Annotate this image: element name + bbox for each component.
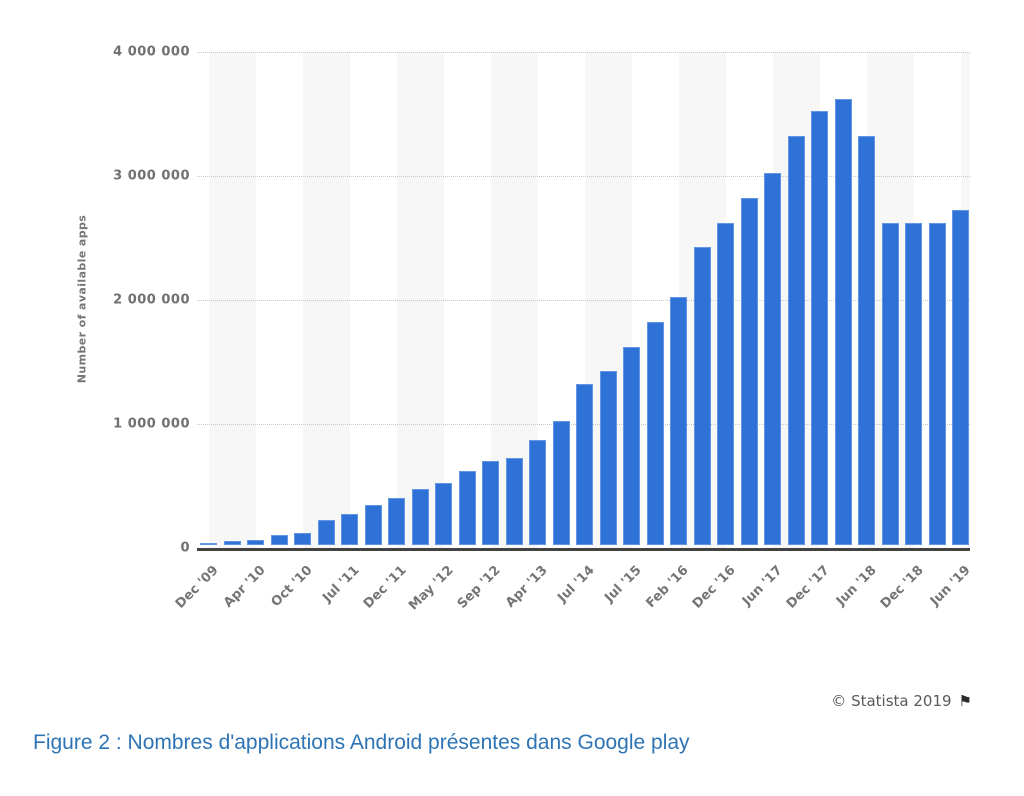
x-tick-label: Dec '09 [172, 563, 222, 612]
statista-credit: © Statista 2019 ⚑ [831, 692, 972, 710]
bar [294, 532, 311, 545]
bar [905, 222, 922, 545]
bar [270, 535, 288, 545]
bar [834, 98, 852, 545]
gridline [197, 52, 970, 53]
x-tick-label: Dec '16 [689, 563, 739, 612]
bar [435, 483, 452, 545]
y-tick-label: 1 000 000 [113, 416, 190, 432]
figure-caption: Figure 2 : Nombres d'applications Androi… [33, 731, 690, 754]
x-tick-label: Dec '11 [360, 563, 410, 612]
bar [764, 173, 781, 545]
x-tick-label: Dec '17 [783, 563, 833, 612]
bar [811, 111, 828, 545]
bar [881, 222, 899, 545]
x-tick-label: Sep '12 [454, 563, 504, 612]
y-tick-label: 2 000 000 [113, 292, 190, 308]
x-tick-label: Jun '17 [739, 563, 786, 609]
bar [505, 458, 523, 545]
gridline [197, 176, 970, 177]
gridline [197, 300, 970, 301]
bar [364, 505, 382, 545]
y-tick-label: 0 [180, 540, 190, 556]
bar [223, 541, 241, 545]
x-tick-label: Jun '19 [927, 563, 974, 609]
bar [646, 321, 664, 545]
flag-icon: ⚑ [958, 691, 972, 710]
x-tick-label: May '12 [405, 563, 457, 614]
x-tick-label: Jun '18 [833, 563, 880, 609]
x-axis-tick-labels: Dec '09 Apr '10 Oct '10 Jul '11 Dec '11 May '… [172, 551, 974, 631]
bar [740, 197, 758, 545]
y-tick-label: 4 000 000 [113, 44, 190, 60]
x-tick-label: Dec '18 [877, 563, 927, 612]
bar [341, 514, 358, 545]
x-axis-line [197, 548, 970, 551]
statista-credit-text: © Statista 2019 [831, 692, 952, 710]
x-tick-label: Oct '10 [268, 563, 316, 611]
bar [317, 520, 335, 545]
bar [411, 489, 429, 545]
bar [482, 461, 499, 545]
bar [693, 247, 711, 545]
x-tick-label: Jul '14 [554, 563, 598, 606]
bar [670, 297, 687, 545]
bar [858, 135, 875, 545]
bar-chart-plot-area [197, 52, 970, 551]
bar [529, 439, 546, 545]
bar [576, 383, 593, 545]
x-tick-label: Feb '16 [642, 563, 692, 612]
bar [200, 543, 217, 545]
y-axis-title: Number of available apps [75, 214, 89, 384]
bar [787, 135, 805, 545]
x-tick-label: Apr '10 [220, 563, 269, 611]
bar [388, 497, 405, 545]
bar [952, 210, 969, 545]
bar [458, 470, 476, 545]
bar [928, 222, 946, 545]
x-tick-label: Jul '11 [319, 563, 363, 606]
bar [623, 346, 640, 545]
bar [717, 222, 734, 545]
x-tick-label: Apr '13 [502, 563, 551, 611]
bar [599, 371, 617, 545]
y-tick-label: 3 000 000 [113, 168, 190, 184]
bar [552, 421, 570, 545]
x-tick-label: Jul '15 [601, 563, 645, 606]
bar [247, 540, 264, 545]
